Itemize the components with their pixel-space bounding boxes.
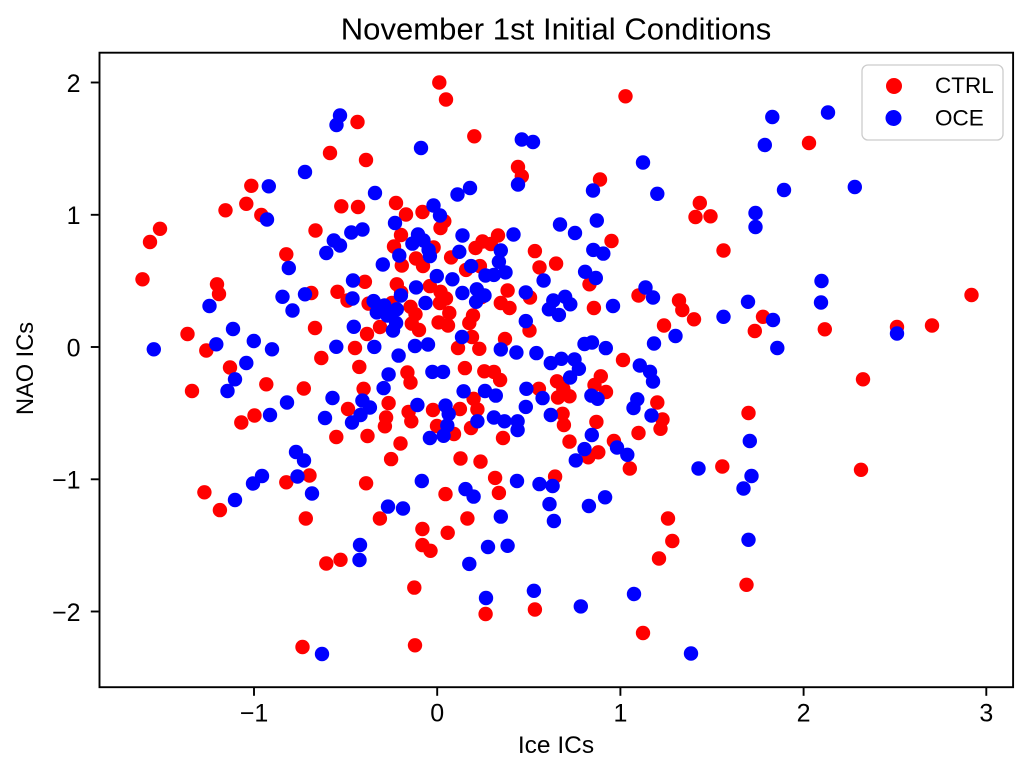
- svg-text:NAO ICs: NAO ICs: [13, 322, 39, 415]
- svg-text:1: 1: [613, 700, 627, 728]
- svg-text:Ice ICs: Ice ICs: [518, 732, 594, 759]
- svg-text:−2: −2: [52, 599, 81, 627]
- svg-text:OCE: OCE: [935, 105, 984, 130]
- svg-text:2: 2: [797, 700, 811, 728]
- svg-text:0: 0: [430, 700, 444, 728]
- svg-text:1: 1: [67, 202, 81, 230]
- svg-text:0: 0: [67, 334, 81, 362]
- svg-text:−1: −1: [52, 467, 81, 495]
- svg-text:3: 3: [979, 700, 993, 728]
- svg-text:November 1st Initial Condition: November 1st Initial Conditions: [341, 12, 772, 47]
- svg-text:−1: −1: [240, 700, 269, 728]
- svg-text:CTRL: CTRL: [935, 73, 994, 98]
- svg-text:2: 2: [67, 70, 81, 98]
